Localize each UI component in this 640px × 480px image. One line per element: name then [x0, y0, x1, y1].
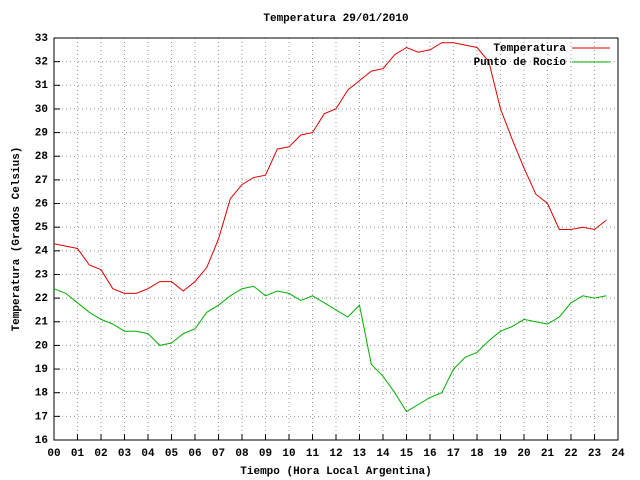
y-tick-label: 20	[35, 340, 48, 352]
x-tick-label: 07	[212, 448, 225, 460]
x-tick-label: 16	[423, 448, 436, 460]
y-tick-label: 33	[35, 33, 49, 45]
x-tick-label: 13	[353, 448, 367, 460]
series-line	[53, 42, 607, 294]
x-tick-label: 18	[470, 448, 484, 460]
y-tick-label: 27	[35, 175, 48, 187]
series-line	[53, 285, 607, 413]
x-tick-label: 14	[376, 448, 390, 460]
x-tick-label: 21	[541, 448, 555, 460]
y-tick-label: 29	[35, 127, 48, 139]
y-tick-label: 22	[35, 293, 48, 305]
x-tick-label: 22	[564, 448, 577, 460]
y-tick-label: 23	[35, 269, 49, 281]
y-tick-label: 26	[35, 198, 48, 210]
x-tick-label: 03	[118, 448, 132, 460]
x-tick-label: 17	[447, 448, 460, 460]
legend-label: Temperatura	[493, 43, 566, 55]
chart-title: Temperatura 29/01/2010	[263, 13, 408, 25]
x-tick-label: 10	[282, 448, 295, 460]
x-tick-label: 02	[94, 448, 107, 460]
x-tick-label: 05	[165, 448, 179, 460]
y-tick-label: 18	[35, 388, 49, 400]
y-tick-label: 30	[35, 104, 48, 116]
y-tick-label: 24	[35, 246, 49, 258]
y-axis-label: Temperatura (Grados Celsius)	[11, 147, 23, 332]
y-tick-label: 28	[35, 151, 49, 163]
x-tick-label: 24	[611, 448, 625, 460]
y-tick-label: 31	[35, 80, 49, 92]
x-tick-label: 04	[141, 448, 155, 460]
x-tick-label: 19	[494, 448, 507, 460]
y-tick-label: 32	[35, 57, 48, 69]
x-tick-label: 01	[71, 448, 85, 460]
x-tick-label: 15	[400, 448, 414, 460]
x-tick-label: 00	[47, 448, 60, 460]
x-tick-label: 06	[188, 448, 201, 460]
y-tick-label: 19	[35, 364, 48, 376]
x-tick-label: 09	[259, 448, 272, 460]
x-tick-label: 12	[329, 448, 342, 460]
x-tick-label: 23	[588, 448, 602, 460]
y-tick-label: 17	[35, 411, 48, 423]
x-tick-label: 08	[235, 448, 249, 460]
x-axis-label: Tiempo (Hora Local Argentina)	[240, 466, 431, 478]
x-tick-label: 11	[306, 448, 320, 460]
x-tick-label: 20	[517, 448, 530, 460]
y-tick-label: 16	[35, 435, 48, 447]
plot-border	[53, 37, 619, 441]
legend-label: Punto de Rocío	[474, 57, 567, 69]
y-tick-label: 25	[35, 222, 49, 234]
y-tick-label: 21	[35, 317, 49, 329]
